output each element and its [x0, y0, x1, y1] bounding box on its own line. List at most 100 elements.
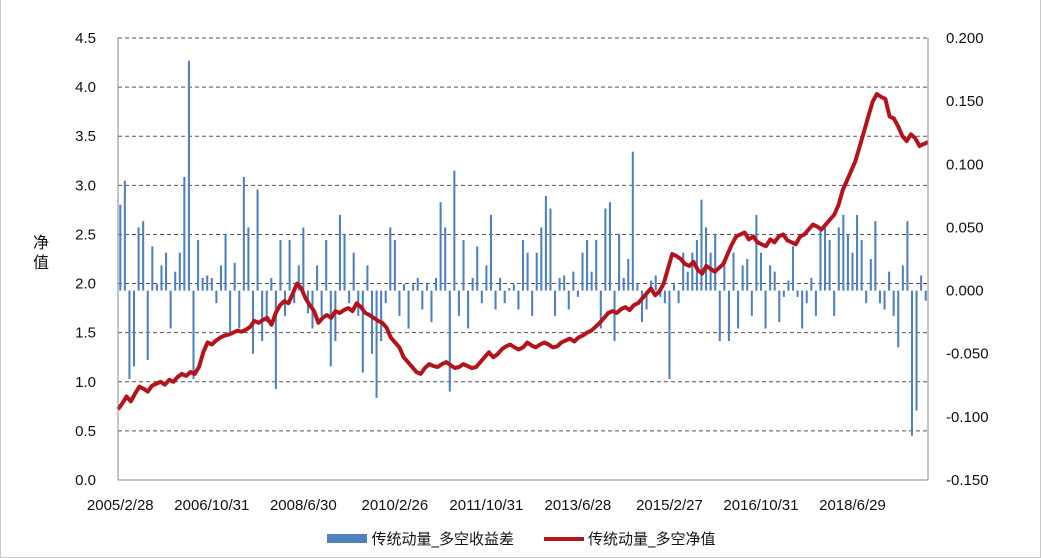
bar [142, 221, 145, 291]
bar [343, 233, 346, 291]
bar [924, 290, 927, 301]
bar [206, 275, 209, 291]
bar-series [119, 60, 927, 436]
bar [856, 214, 859, 291]
bar [769, 265, 772, 291]
bar [842, 214, 845, 291]
bar [160, 265, 163, 291]
bar [325, 240, 328, 291]
bar [215, 290, 218, 304]
bar [361, 290, 364, 373]
bar [238, 290, 241, 329]
bar [453, 170, 456, 291]
y-left-tick-label: 3.5 [75, 128, 96, 145]
bar [723, 265, 726, 291]
bar [435, 277, 438, 291]
bar [851, 252, 854, 291]
bar [165, 252, 168, 291]
bar [796, 290, 799, 297]
y-label-char: 净 [33, 233, 49, 252]
bar [535, 252, 538, 291]
bar [521, 240, 525, 291]
legend-item-line: 传统动量_多空净值 [544, 528, 716, 549]
bar [663, 290, 666, 304]
bar [430, 290, 433, 323]
y-left-tick-label: 2.5 [75, 226, 96, 243]
bar [622, 277, 625, 291]
bar [727, 290, 730, 342]
bar [471, 277, 474, 291]
y-left-tick-label: 4.5 [75, 30, 96, 47]
bar [412, 284, 415, 291]
bar [256, 189, 259, 291]
bar [677, 290, 680, 304]
x-tick-label: 2011/10/31 [449, 497, 523, 514]
bar [869, 259, 872, 291]
legend: 传统动量_多空收益差 传统动量_多空净值 [1, 528, 1041, 549]
bar [151, 246, 154, 291]
x-tick-label: 2016/10/31 [723, 497, 798, 514]
bar [210, 277, 213, 291]
bar [480, 290, 483, 304]
bar [613, 290, 616, 342]
legend-swatch-line [544, 536, 584, 541]
bar [554, 290, 557, 316]
bar [279, 240, 282, 291]
bar [489, 214, 492, 291]
bar [316, 265, 319, 291]
x-tick-label: 2013/6/28 [545, 497, 612, 514]
bar [599, 290, 602, 329]
bar [137, 227, 140, 291]
bar [439, 202, 442, 291]
bar [732, 252, 735, 291]
bar [402, 284, 406, 291]
bar [531, 290, 534, 316]
bar [178, 252, 181, 291]
bar [750, 290, 753, 316]
bar [508, 288, 511, 291]
bar [224, 233, 227, 291]
y-right-tick-label: 0.050 [946, 219, 984, 236]
bar [773, 271, 776, 291]
bar [526, 252, 529, 291]
y-right-tick-label: 0.200 [946, 30, 984, 47]
y-left-tick-label: 0.5 [75, 423, 96, 440]
bar [132, 290, 136, 367]
bar [380, 290, 383, 342]
bar [123, 180, 126, 291]
y-axis-right-ticks: -0.150 -0.100 -0.050 0.000 0.050 0.100 0.150 0.… [946, 30, 989, 489]
bar [910, 290, 914, 436]
bar [759, 252, 762, 291]
bar [288, 240, 291, 291]
bar [581, 252, 584, 291]
bar [421, 290, 424, 310]
bar [476, 246, 479, 291]
bar [119, 204, 122, 291]
bar [691, 252, 694, 291]
bar [348, 290, 351, 304]
bar [448, 290, 451, 392]
bar [741, 265, 744, 291]
bar [874, 221, 877, 291]
bar [146, 290, 149, 361]
bar [883, 290, 886, 310]
bar [274, 290, 277, 390]
bar [302, 227, 305, 291]
bar [398, 290, 401, 316]
bar [782, 290, 785, 297]
bar [297, 265, 300, 291]
bar [764, 290, 767, 329]
bar [915, 290, 918, 411]
bar [846, 233, 849, 291]
bar [261, 290, 264, 342]
bar [416, 277, 419, 291]
bar [375, 290, 378, 398]
bar [819, 227, 822, 291]
bar [169, 290, 172, 329]
bar [338, 214, 341, 291]
bar [393, 240, 396, 291]
bar [892, 290, 895, 316]
y-left-tick-label: 2.0 [75, 276, 96, 293]
bar [370, 290, 374, 354]
axes [117, 38, 929, 481]
